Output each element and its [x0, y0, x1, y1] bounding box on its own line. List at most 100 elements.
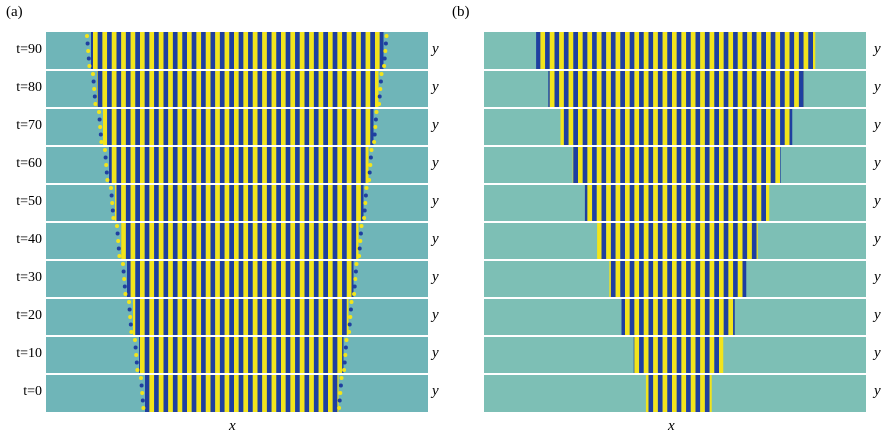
yellow-stripe: [140, 336, 145, 374]
yellow-stripe: [346, 298, 349, 336]
yellow-stripe: [187, 298, 192, 336]
front-dot: [377, 94, 382, 99]
row-separator: [46, 69, 428, 71]
yellow-stripe: [290, 260, 296, 298]
yellow-stripe: [719, 260, 724, 298]
yellow-stripe: [568, 70, 574, 108]
blue-stripe: [210, 108, 216, 146]
blue-stripe: [191, 222, 197, 260]
blue-stripe: [266, 298, 272, 336]
blue-stripe: [751, 108, 757, 146]
blue-stripe: [182, 32, 187, 70]
yellow-stripe: [681, 108, 687, 146]
blue-stripe: [238, 32, 244, 70]
blue-stripe: [219, 374, 225, 412]
yellow-stripe: [205, 298, 211, 336]
yellow-stripe: [337, 108, 343, 146]
front-dot: [98, 125, 103, 129]
yellow-stripe: [709, 374, 712, 412]
yellow-stripe: [252, 146, 258, 184]
yellow-stripe: [224, 336, 230, 374]
yellow-stripe: [634, 108, 640, 146]
yellow-stripe: [662, 184, 668, 222]
blue-stripe: [573, 32, 578, 70]
yellow-stripe: [681, 298, 687, 336]
blue-stripe: [266, 260, 272, 298]
yellow-stripe: [140, 32, 145, 70]
blue-stripe: [285, 374, 291, 412]
blue-stripe: [342, 108, 347, 146]
yellow-stripe: [662, 108, 668, 146]
blue-stripe: [285, 336, 291, 374]
yellow-stripe: [662, 298, 668, 336]
yellow-stripe: [375, 70, 379, 108]
blue-stripe: [601, 222, 607, 260]
yellow-stripe: [149, 32, 155, 70]
row-separator: [46, 145, 428, 147]
front-dot: [85, 41, 90, 46]
y-axis-label: y: [874, 193, 881, 209]
yellow-stripe: [299, 260, 305, 298]
blue-stripe: [313, 184, 319, 222]
front-dot: [92, 87, 97, 91]
yellow-stripe: [337, 222, 343, 260]
yellow-stripe: [299, 146, 305, 184]
blue-stripe: [182, 70, 187, 108]
yellow-stripe: [634, 336, 640, 374]
blue-stripe: [610, 260, 616, 298]
yellow-stripe: [634, 184, 640, 222]
panel-b-label: (b): [452, 4, 470, 20]
yellow-stripe: [681, 336, 687, 374]
blue-stripe: [582, 108, 588, 146]
front-dot: [91, 72, 95, 76]
blue-stripe: [733, 32, 738, 70]
blue-stripe: [573, 146, 578, 184]
blue-stripe: [219, 108, 225, 146]
yellow-stripe: [681, 70, 687, 108]
yellow-stripe: [634, 146, 640, 184]
blue-stripe: [686, 222, 691, 260]
row-separator: [46, 221, 428, 223]
yellow-stripe: [111, 70, 117, 108]
blue-stripe: [629, 70, 635, 108]
yellow-stripe: [187, 336, 192, 374]
blue-stripe: [144, 108, 150, 146]
blue-stripe: [172, 184, 178, 222]
yellow-stripe: [299, 108, 305, 146]
front-dot: [122, 277, 127, 281]
panel-b-x-axis-label: x: [668, 418, 675, 434]
blue-stripe: [97, 32, 103, 70]
yellow-stripe: [224, 374, 230, 412]
yellow-stripe: [700, 260, 705, 298]
blue-stripe: [695, 184, 701, 222]
blue-stripe: [191, 336, 197, 374]
yellow-stripe: [309, 336, 314, 374]
yellow-stripe: [728, 184, 734, 222]
yellow-stripe: [290, 146, 296, 184]
blue-stripe: [714, 298, 719, 336]
blue-stripe: [667, 336, 672, 374]
blue-stripe: [761, 70, 766, 108]
blue-stripe: [704, 374, 710, 412]
yellow-stripe: [177, 222, 183, 260]
front-dot: [372, 140, 377, 144]
blue-stripe: [601, 146, 607, 184]
blue-stripe: [135, 298, 140, 336]
blue-stripe: [620, 146, 625, 184]
yellow-stripe: [196, 298, 202, 336]
blue-stripe: [563, 70, 569, 108]
yellow-stripe: [756, 222, 758, 260]
yellow-stripe: [709, 184, 715, 222]
blue-stripe: [248, 374, 253, 412]
blue-stripe: [182, 184, 187, 222]
blue-stripe: [360, 184, 364, 222]
blue-stripe: [248, 70, 253, 108]
front-dot: [348, 307, 353, 312]
blue-stripe: [266, 146, 272, 184]
yellow-stripe: [140, 146, 145, 184]
yellow-stripe: [672, 146, 677, 184]
blue-stripe: [723, 298, 729, 336]
yellow-stripe: [243, 108, 249, 146]
wave-strip-row: [103, 146, 374, 184]
blue-stripe: [332, 222, 338, 260]
